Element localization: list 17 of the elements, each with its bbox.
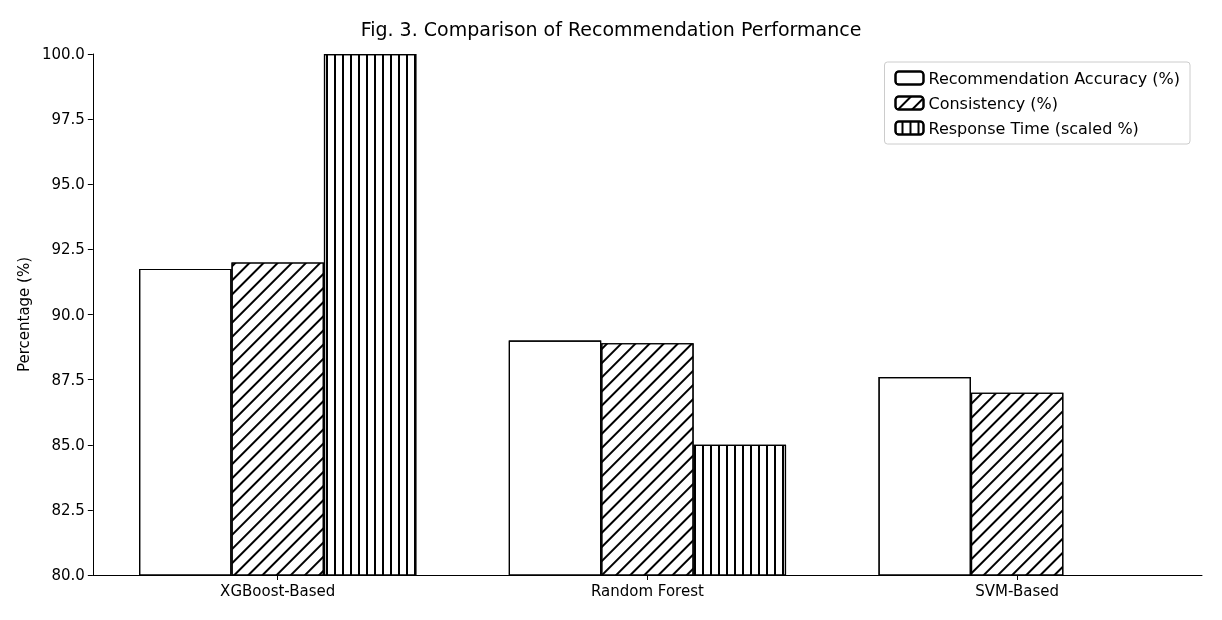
y-tick-label: 92.5 [51, 240, 85, 259]
y-tick-label: 95.0 [51, 175, 85, 194]
y-tick-label: 80.0 [51, 566, 85, 584]
x-tick-label: XGBoost-Based [220, 581, 336, 600]
x-tick-label: SVM-Based [975, 581, 1059, 600]
y-tick-label: 90.0 [51, 305, 85, 324]
y-axis-title: Percentage (%) [14, 256, 33, 373]
y-tick-label: 82.5 [51, 500, 85, 519]
legend-label: Consistency (%) [928, 93, 1059, 113]
chart-title: Fig. 3. Comparison of Recommendation Performance [360, 17, 862, 40]
legend-label: Response Time (scaled %) [928, 118, 1139, 138]
y-tick-label: 97.5 [51, 110, 85, 129]
x-tick-label: Random Forest [590, 581, 704, 600]
y-tick-label: 87.5 [51, 370, 85, 389]
y-tick-label: 100.0 [41, 45, 85, 63]
legend-label: Recommendation Accuracy (%) [928, 68, 1180, 88]
y-tick-label: 85.0 [51, 435, 85, 454]
